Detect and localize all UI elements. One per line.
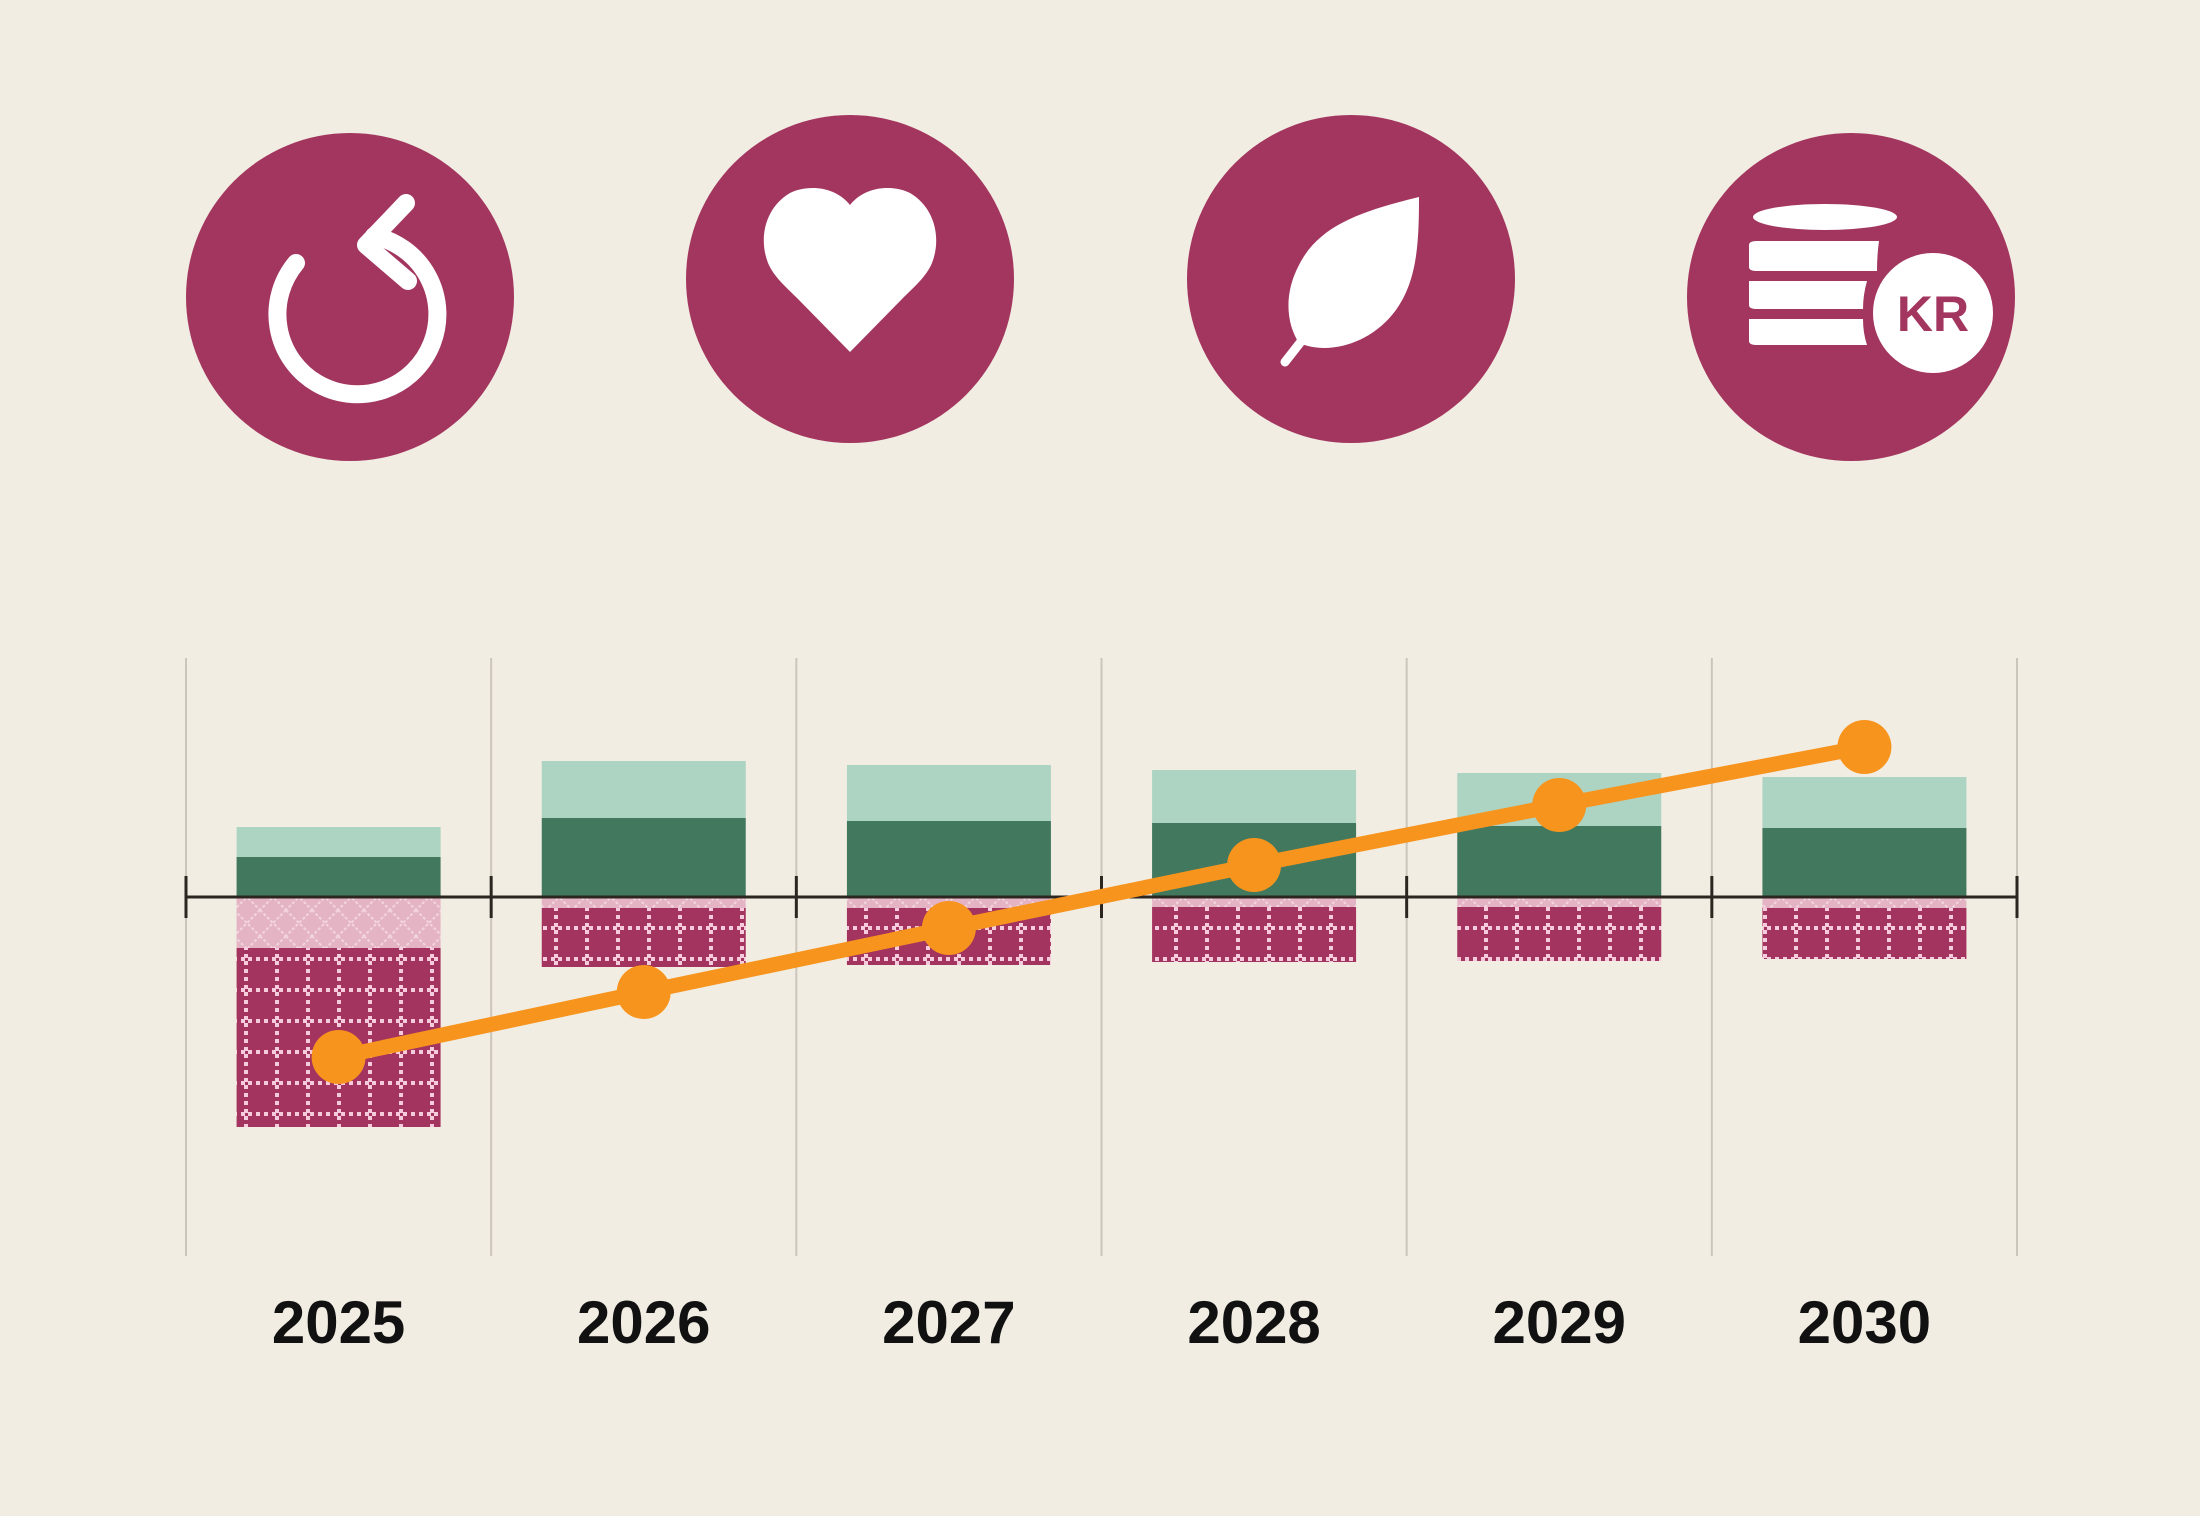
heart-icon (763, 188, 937, 352)
net-line-path (337, 739, 1866, 1065)
bar-positive-light-2026 (541, 761, 746, 818)
bar-negative-light-2030 (1762, 897, 1967, 908)
leaf-icon (1280, 197, 1419, 367)
coins-kr-icon-badge: KR (1687, 133, 2015, 461)
bar-positive-light-2025 (236, 827, 441, 857)
bar-positive-dark-2025 (236, 857, 441, 897)
net-point-2030 (1837, 720, 1892, 774)
net-point-2026 (616, 965, 671, 1019)
x-tick-label: 2028 (1187, 1289, 1320, 1356)
x-tick-label: 2026 (577, 1289, 710, 1356)
bar-negative-dark-2028 (1152, 907, 1357, 962)
bar-negative-dark-2026 (541, 908, 746, 967)
x-tick-label: 2029 (1493, 1289, 1626, 1356)
net-point-2028 (1227, 838, 1282, 892)
net-point-2027 (921, 901, 976, 955)
heart-icon-badge (686, 115, 1014, 443)
bar-positive-light-2030 (1762, 777, 1967, 828)
bar-negative-light-2026 (541, 897, 746, 908)
bar-positive-dark-2029 (1457, 826, 1662, 897)
bar-negative-dark-2029 (1457, 907, 1662, 961)
x-tick-label: 2030 (1798, 1289, 1931, 1356)
x-tick-label: 2025 (272, 1289, 405, 1356)
bar-negative-light-2025 (236, 897, 441, 948)
bar-positive-dark-2026 (541, 818, 746, 897)
refresh-icon-badge (186, 133, 514, 461)
bar-positive-light-2027 (846, 765, 1051, 821)
bar-negative-dark-2030 (1762, 908, 1967, 959)
net-line (311, 720, 1892, 1084)
x-tick-labels: 2025 2026 2027 2028 2029 2030 (272, 1289, 1931, 1356)
x-tick-label: 2027 (882, 1289, 1015, 1356)
kr-label: KR (1897, 286, 1969, 342)
gridlines (185, 658, 2018, 1256)
net-point-2029 (1532, 778, 1587, 832)
bar-negative-light-2028 (1152, 897, 1357, 907)
refresh-icon (268, 194, 447, 404)
bar-positive-light-2028 (1152, 770, 1357, 823)
bar-positive-dark-2030 (1762, 828, 1967, 897)
coins-kr-icon: KR (1749, 204, 1999, 379)
bars (236, 761, 1967, 1127)
bar-positive-dark-2027 (846, 821, 1051, 897)
leaf-icon-badge (1187, 115, 1515, 443)
net-point-2025 (311, 1030, 366, 1084)
bar-negative-light-2029 (1457, 897, 1662, 907)
